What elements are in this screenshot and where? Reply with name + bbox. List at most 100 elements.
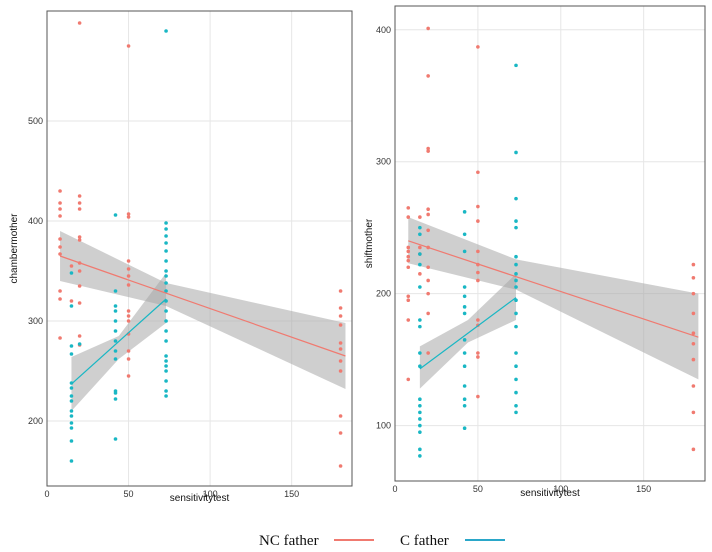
data-point-nc <box>426 212 430 217</box>
data-point-nc <box>338 431 343 435</box>
data-point-c <box>514 278 518 283</box>
data-point-c <box>69 394 74 398</box>
y-tick-label: 200 <box>376 289 391 299</box>
data-point-c <box>113 319 118 323</box>
data-point-c <box>418 410 422 415</box>
data-point-nc <box>476 45 480 49</box>
data-point-c <box>418 447 422 452</box>
data-point-c <box>462 364 467 369</box>
data-point-nc <box>126 212 131 216</box>
data-point-nc <box>418 245 422 250</box>
data-point-nc <box>691 341 696 346</box>
data-point-c <box>164 359 168 363</box>
data-point-c <box>69 352 74 356</box>
data-point-c <box>462 311 467 316</box>
data-point-nc <box>126 283 131 287</box>
data-point-nc <box>406 294 411 299</box>
data-point-c <box>164 379 168 383</box>
data-point-c <box>113 357 118 361</box>
data-point-c <box>514 150 518 155</box>
data-point-c <box>69 304 74 308</box>
data-point-nc <box>338 369 343 373</box>
data-point-nc <box>77 235 82 239</box>
data-point-nc <box>426 74 430 78</box>
data-point-c <box>462 351 467 355</box>
data-point-nc <box>126 44 131 48</box>
data-point-nc <box>691 384 696 388</box>
data-point-nc <box>126 259 131 263</box>
data-point-c <box>514 254 518 259</box>
data-point-c <box>69 426 74 430</box>
data-point-c <box>164 227 168 231</box>
data-point-nc <box>126 319 131 323</box>
data-point-nc <box>406 249 411 254</box>
y-tick-label: 300 <box>28 316 43 326</box>
legend-label-c-father: C father <box>400 533 449 549</box>
data-point-c <box>418 351 422 355</box>
data-point-nc <box>418 215 422 219</box>
data-point-nc <box>126 274 131 278</box>
x-tick-label: 150 <box>636 484 651 494</box>
data-point-nc <box>126 267 131 271</box>
data-point-nc <box>58 207 62 211</box>
data-point-nc <box>691 410 696 415</box>
data-point-c <box>462 305 467 309</box>
data-point-c <box>113 304 118 308</box>
data-point-nc <box>406 245 411 250</box>
data-point-nc <box>406 258 411 263</box>
data-point-c <box>164 329 168 333</box>
data-point-c <box>164 281 168 285</box>
y-axis-title: shiftmother <box>364 218 375 268</box>
data-point-c <box>113 309 118 313</box>
data-point-nc <box>77 207 82 211</box>
data-point-nc <box>406 318 411 322</box>
x-tick-label: 50 <box>124 489 134 499</box>
data-point-c <box>462 397 467 401</box>
data-point-nc <box>691 311 696 316</box>
data-point-c <box>418 252 422 256</box>
data-point-nc <box>476 270 480 275</box>
data-point-c <box>514 377 518 382</box>
data-point-c <box>418 417 422 421</box>
data-point-nc <box>77 334 82 338</box>
data-point-nc <box>691 331 696 336</box>
data-point-nc <box>691 276 696 280</box>
data-point-nc <box>476 278 480 283</box>
data-point-nc <box>426 26 430 31</box>
x-tick-label: 100 <box>553 484 568 494</box>
y-axis-title: chambermother <box>9 213 20 284</box>
data-point-nc <box>476 355 480 359</box>
confidence-band-c <box>419 273 517 389</box>
data-point-nc <box>77 201 82 205</box>
data-point-nc <box>426 311 430 316</box>
plot-frame <box>46 10 353 487</box>
data-point-nc <box>58 289 62 293</box>
data-point-c <box>514 196 518 201</box>
data-point-nc <box>77 21 82 25</box>
data-point-nc <box>69 264 74 268</box>
data-point-c <box>113 213 118 217</box>
data-point-c <box>113 437 118 441</box>
data-point-c <box>418 285 422 289</box>
data-point-c <box>514 311 518 316</box>
data-point-c <box>418 364 422 369</box>
data-point-c <box>164 389 168 393</box>
data-point-c <box>164 354 168 358</box>
data-point-c <box>418 262 422 267</box>
legend: NC father C father <box>259 533 505 549</box>
fit-line-nc <box>408 240 699 338</box>
data-point-nc <box>476 318 480 322</box>
data-point-c <box>418 318 422 322</box>
data-point-c <box>69 409 74 413</box>
data-point-c <box>113 349 118 353</box>
data-point-c <box>418 454 422 458</box>
confidence-band-nc <box>408 217 699 380</box>
data-point-nc <box>58 252 62 256</box>
data-point-c <box>164 289 168 293</box>
data-point-c <box>113 329 118 333</box>
data-point-nc <box>426 278 430 283</box>
data-point-c <box>69 271 74 275</box>
data-point-nc <box>338 314 343 318</box>
data-point-c <box>418 225 422 230</box>
y-tick-label: 500 <box>28 116 43 126</box>
